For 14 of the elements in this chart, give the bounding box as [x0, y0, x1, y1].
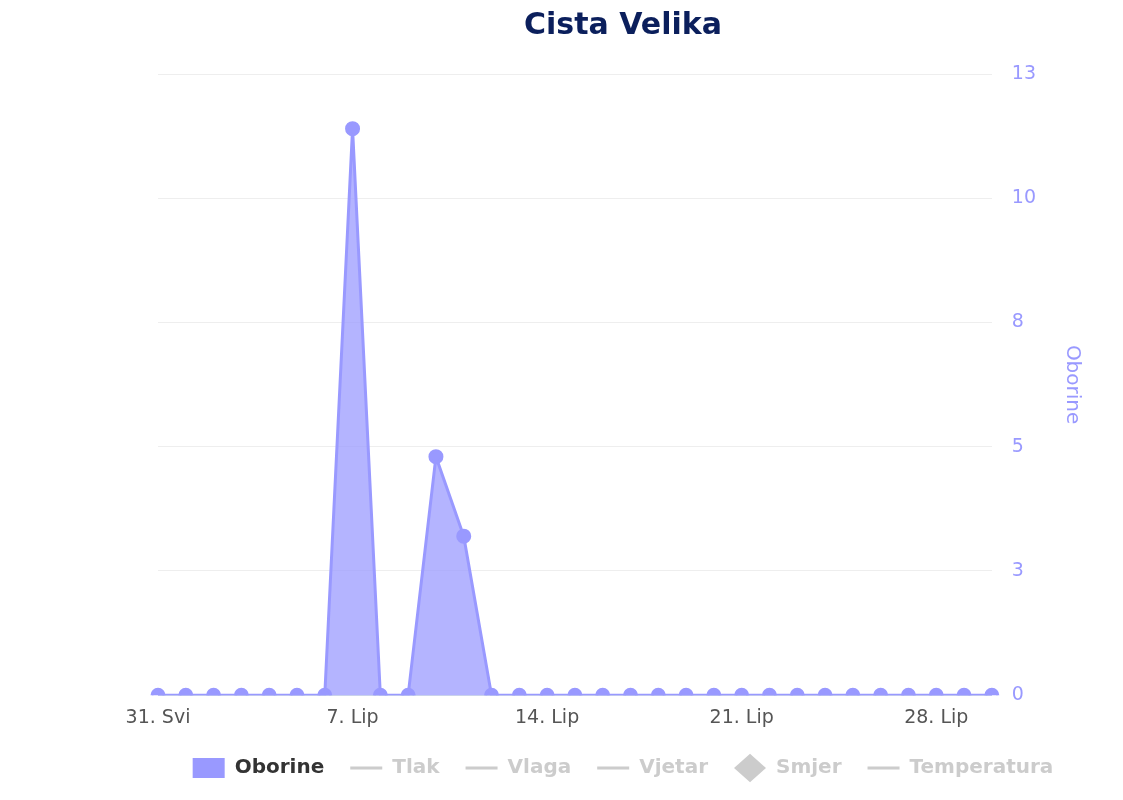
y-tick-label: 3 [1011, 557, 1024, 580]
y-tick-label: 13 [1011, 60, 1037, 83]
x-tick-label: 31. Svi [125, 704, 191, 727]
y-tick-label: 5 [1011, 433, 1024, 456]
y-axis-title: Oborine [1061, 344, 1086, 425]
x-tick-label: 7. Lip [326, 704, 379, 727]
x-tick-label: 28. Lip [904, 704, 969, 727]
x-tick-label: 14. Lip [515, 704, 580, 727]
legend-label: Oborine [234, 754, 325, 779]
x-tick-label: 21. Lip [709, 704, 774, 727]
y-tick-label: 8 [1011, 309, 1024, 332]
y-tick-label: 10 [1011, 185, 1037, 208]
y-tick-label: 0 [1011, 682, 1024, 705]
chart-title: Cista Velika [524, 5, 722, 41]
